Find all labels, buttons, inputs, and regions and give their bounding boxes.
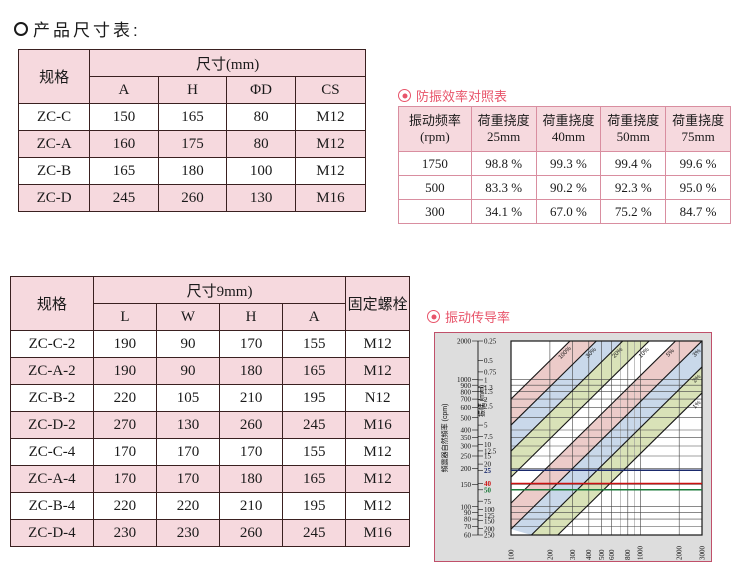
svg-text:75: 75 [484, 498, 492, 506]
svg-text:500: 500 [598, 549, 606, 560]
svg-text:70: 70 [464, 523, 472, 531]
svg-text:1000: 1000 [637, 546, 645, 561]
svg-text:100: 100 [507, 549, 515, 560]
svg-text:5: 5 [484, 422, 488, 430]
svg-text:50: 50 [484, 486, 492, 494]
svg-text:3000: 3000 [698, 546, 706, 561]
svg-text:150: 150 [461, 481, 472, 489]
svg-text:15: 15 [484, 453, 492, 461]
svg-text:800: 800 [624, 549, 632, 560]
svg-text:2000: 2000 [676, 546, 684, 561]
svg-text:300: 300 [461, 443, 472, 451]
svg-text:600: 600 [608, 549, 616, 560]
svg-text:250: 250 [461, 453, 472, 461]
svg-text:7.5: 7.5 [484, 433, 493, 441]
svg-text:60: 60 [464, 532, 472, 540]
svg-text:350: 350 [461, 434, 472, 442]
svg-text:200: 200 [461, 465, 472, 473]
svg-text:25: 25 [484, 467, 492, 475]
svg-text:200: 200 [546, 549, 554, 560]
svg-text:250: 250 [484, 532, 495, 540]
svg-text:500: 500 [461, 414, 472, 422]
svg-text:600: 600 [461, 404, 472, 412]
svg-text:振幅 (mm): 振幅 (mm) [477, 385, 486, 417]
svg-text:150: 150 [484, 517, 495, 525]
svg-text:300: 300 [569, 549, 577, 560]
svg-text:頻震器自然頻率 (cpm): 頻震器自然頻率 (cpm) [440, 404, 449, 473]
svg-text:0.25: 0.25 [484, 338, 497, 346]
svg-text:400: 400 [585, 549, 593, 560]
svg-text:2000: 2000 [457, 338, 472, 346]
svg-text:0.5: 0.5 [484, 357, 493, 365]
svg-text:700: 700 [461, 396, 472, 404]
svg-text:0.75: 0.75 [484, 369, 497, 377]
